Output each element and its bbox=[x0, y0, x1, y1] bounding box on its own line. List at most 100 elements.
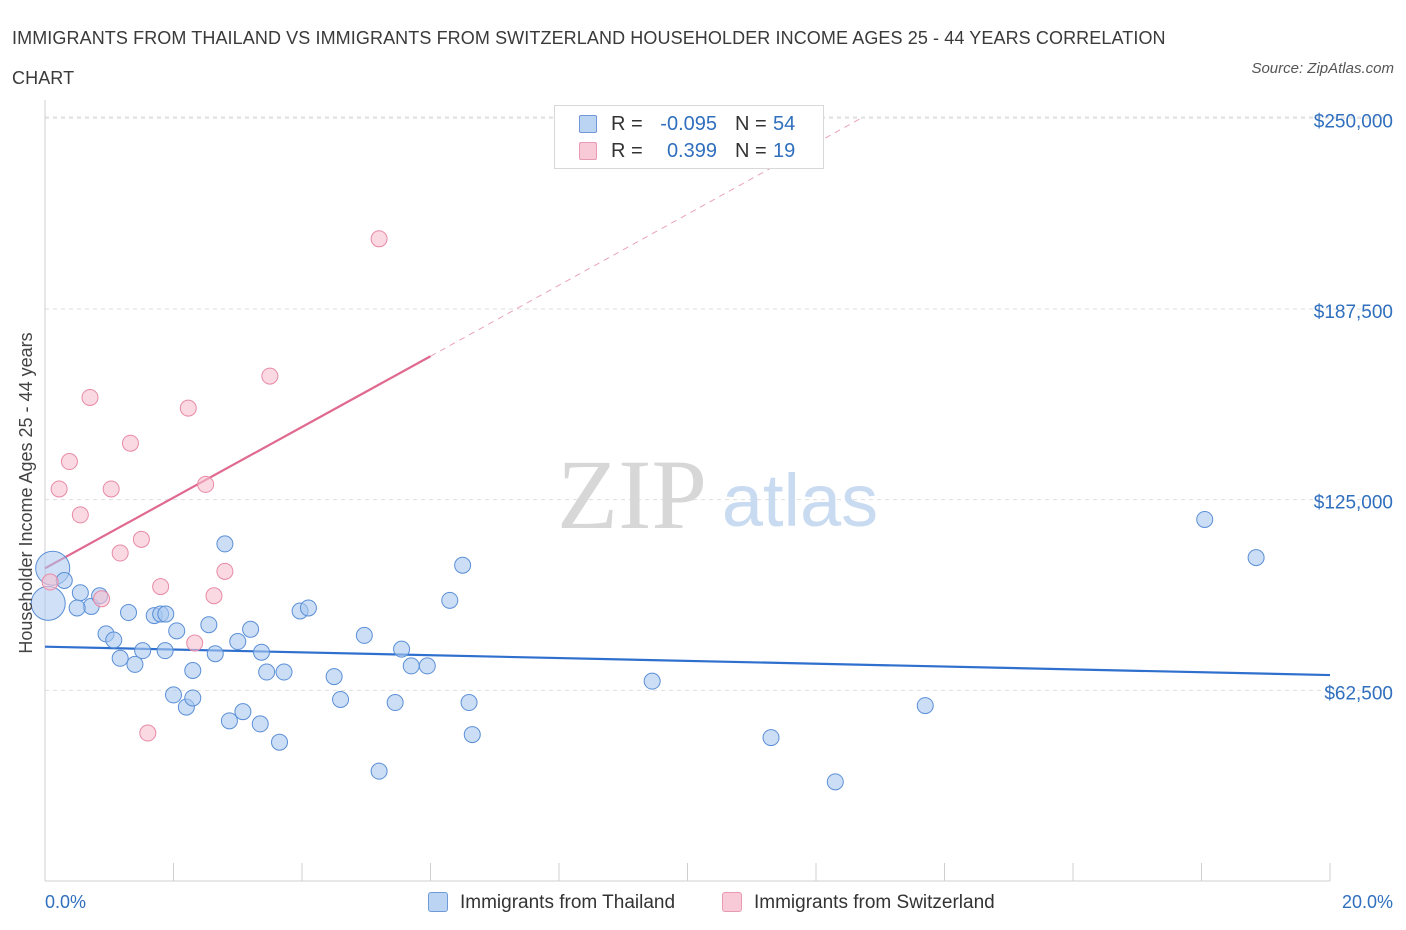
legend-label: Immigrants from Switzerland bbox=[754, 892, 995, 913]
switzerland-swatch bbox=[579, 142, 597, 160]
switzerland-point bbox=[102, 480, 120, 498]
axes bbox=[44, 100, 1331, 882]
chart-title: IMMIGRANTS FROM THAILAND VS IMMIGRANTS F… bbox=[12, 28, 1166, 88]
source-label: Source: ZipAtlas.com bbox=[1251, 60, 1394, 77]
thailand-point bbox=[105, 631, 123, 649]
thailand-point bbox=[30, 585, 66, 621]
thailand-point bbox=[165, 686, 182, 704]
thailand-point bbox=[251, 715, 269, 733]
thailand-point bbox=[762, 729, 780, 747]
switzerland-point bbox=[261, 367, 279, 385]
thailand-point bbox=[234, 703, 252, 721]
thailand-point bbox=[184, 661, 202, 679]
y-tick-label: $125,000 bbox=[1314, 493, 1393, 514]
thailand-point bbox=[299, 599, 317, 617]
n-value: 19 bbox=[773, 140, 796, 162]
thailand-point bbox=[325, 668, 343, 686]
watermark-zip: ZIP bbox=[557, 439, 707, 550]
thailand-point bbox=[253, 643, 271, 661]
y-axis-label: Householder Income Ages 25 - 44 years bbox=[16, 332, 36, 653]
y-tick-label: $250,000 bbox=[1314, 111, 1393, 132]
thailand-swatch bbox=[428, 892, 448, 912]
r-label: R = bbox=[611, 113, 643, 135]
x-tick-label-max: 20.0% bbox=[1341, 892, 1393, 912]
thailand-point bbox=[1196, 510, 1214, 528]
thailand-point bbox=[206, 645, 224, 663]
switzerland-point bbox=[132, 530, 150, 548]
thailand-point bbox=[120, 604, 138, 622]
thailand-point bbox=[168, 622, 186, 640]
switzerland-point bbox=[205, 587, 223, 605]
thailand-point bbox=[441, 591, 459, 609]
thailand-point bbox=[71, 584, 89, 602]
switzerland-trend-line bbox=[44, 355, 432, 570]
thailand-point bbox=[216, 535, 234, 553]
thailand-point bbox=[200, 616, 218, 634]
thailand-swatch bbox=[579, 115, 597, 133]
r-value: 0.399 bbox=[666, 140, 717, 162]
series-legend: Immigrants from Thailand Immigrants from… bbox=[0, 890, 1406, 916]
thailand-point bbox=[271, 733, 289, 751]
switzerland-point bbox=[50, 480, 68, 498]
switzerland-point bbox=[93, 590, 111, 608]
thailand-point bbox=[643, 672, 661, 690]
thailand-point bbox=[393, 640, 411, 658]
switzerland-point bbox=[81, 388, 99, 406]
thailand-point bbox=[68, 599, 86, 617]
gridlines bbox=[45, 116, 1392, 691]
thailand-point bbox=[463, 726, 481, 744]
thailand-point bbox=[454, 556, 472, 574]
thailand-point bbox=[229, 633, 247, 651]
thailand-point bbox=[126, 655, 144, 673]
thailand-point bbox=[157, 605, 175, 623]
thailand-point bbox=[275, 663, 293, 681]
thailand-point bbox=[332, 690, 350, 708]
switzerland-swatch bbox=[722, 892, 742, 912]
thailand-point bbox=[55, 571, 73, 589]
thailand-point bbox=[111, 649, 129, 667]
n-value: 54 bbox=[773, 113, 796, 135]
n-label: N = bbox=[735, 140, 767, 162]
y-tick-label: $62,500 bbox=[1324, 683, 1393, 704]
n-label: N = bbox=[735, 113, 767, 135]
thailand-point bbox=[156, 642, 174, 660]
thailand-point bbox=[355, 626, 373, 644]
thailand-point bbox=[370, 762, 388, 780]
switzerland-point bbox=[197, 475, 215, 493]
x-tick-label-min: 0.0% bbox=[45, 892, 87, 912]
switzerland-point bbox=[216, 562, 234, 580]
thailand-point bbox=[460, 694, 478, 712]
thailand-point bbox=[258, 663, 276, 681]
thailand-point bbox=[134, 642, 152, 660]
switzerland-point bbox=[71, 506, 89, 524]
thailand-point bbox=[242, 620, 260, 638]
thailand-point bbox=[418, 657, 436, 675]
thailand-point bbox=[916, 697, 934, 715]
thailand-point bbox=[184, 689, 202, 707]
switzerland-point bbox=[41, 573, 59, 591]
thailand-point bbox=[220, 712, 238, 730]
legend-label: Immigrants from Thailand bbox=[460, 892, 676, 913]
r-label: R = bbox=[611, 140, 643, 162]
r-value: -0.095 bbox=[660, 113, 717, 135]
thailand-point bbox=[1247, 549, 1265, 567]
thailand-point bbox=[826, 773, 844, 791]
switzerland-point bbox=[186, 634, 204, 652]
watermark-atlas: atlas bbox=[722, 459, 878, 542]
thailand-point bbox=[386, 694, 404, 712]
switzerland-point bbox=[152, 578, 170, 596]
y-tick-labels: $62,500 $125,000 $187,500 $250,000 bbox=[1314, 111, 1393, 704]
switzerland-point bbox=[121, 434, 139, 452]
switzerland-point bbox=[179, 399, 197, 417]
data-points bbox=[30, 230, 1265, 791]
trend-lines bbox=[44, 117, 1331, 677]
correlation-legend: R = -0.095 N = 54 R = 0.399 N = 19 bbox=[554, 105, 824, 169]
switzerland-point bbox=[60, 453, 78, 471]
switzerland-point bbox=[370, 230, 388, 248]
y-tick-label: $187,500 bbox=[1314, 302, 1393, 323]
switzerland-point bbox=[139, 724, 157, 742]
thailand-point bbox=[402, 657, 420, 675]
zipatlas-watermark: ZIP atlas bbox=[557, 439, 878, 550]
switzerland-point bbox=[111, 544, 129, 562]
